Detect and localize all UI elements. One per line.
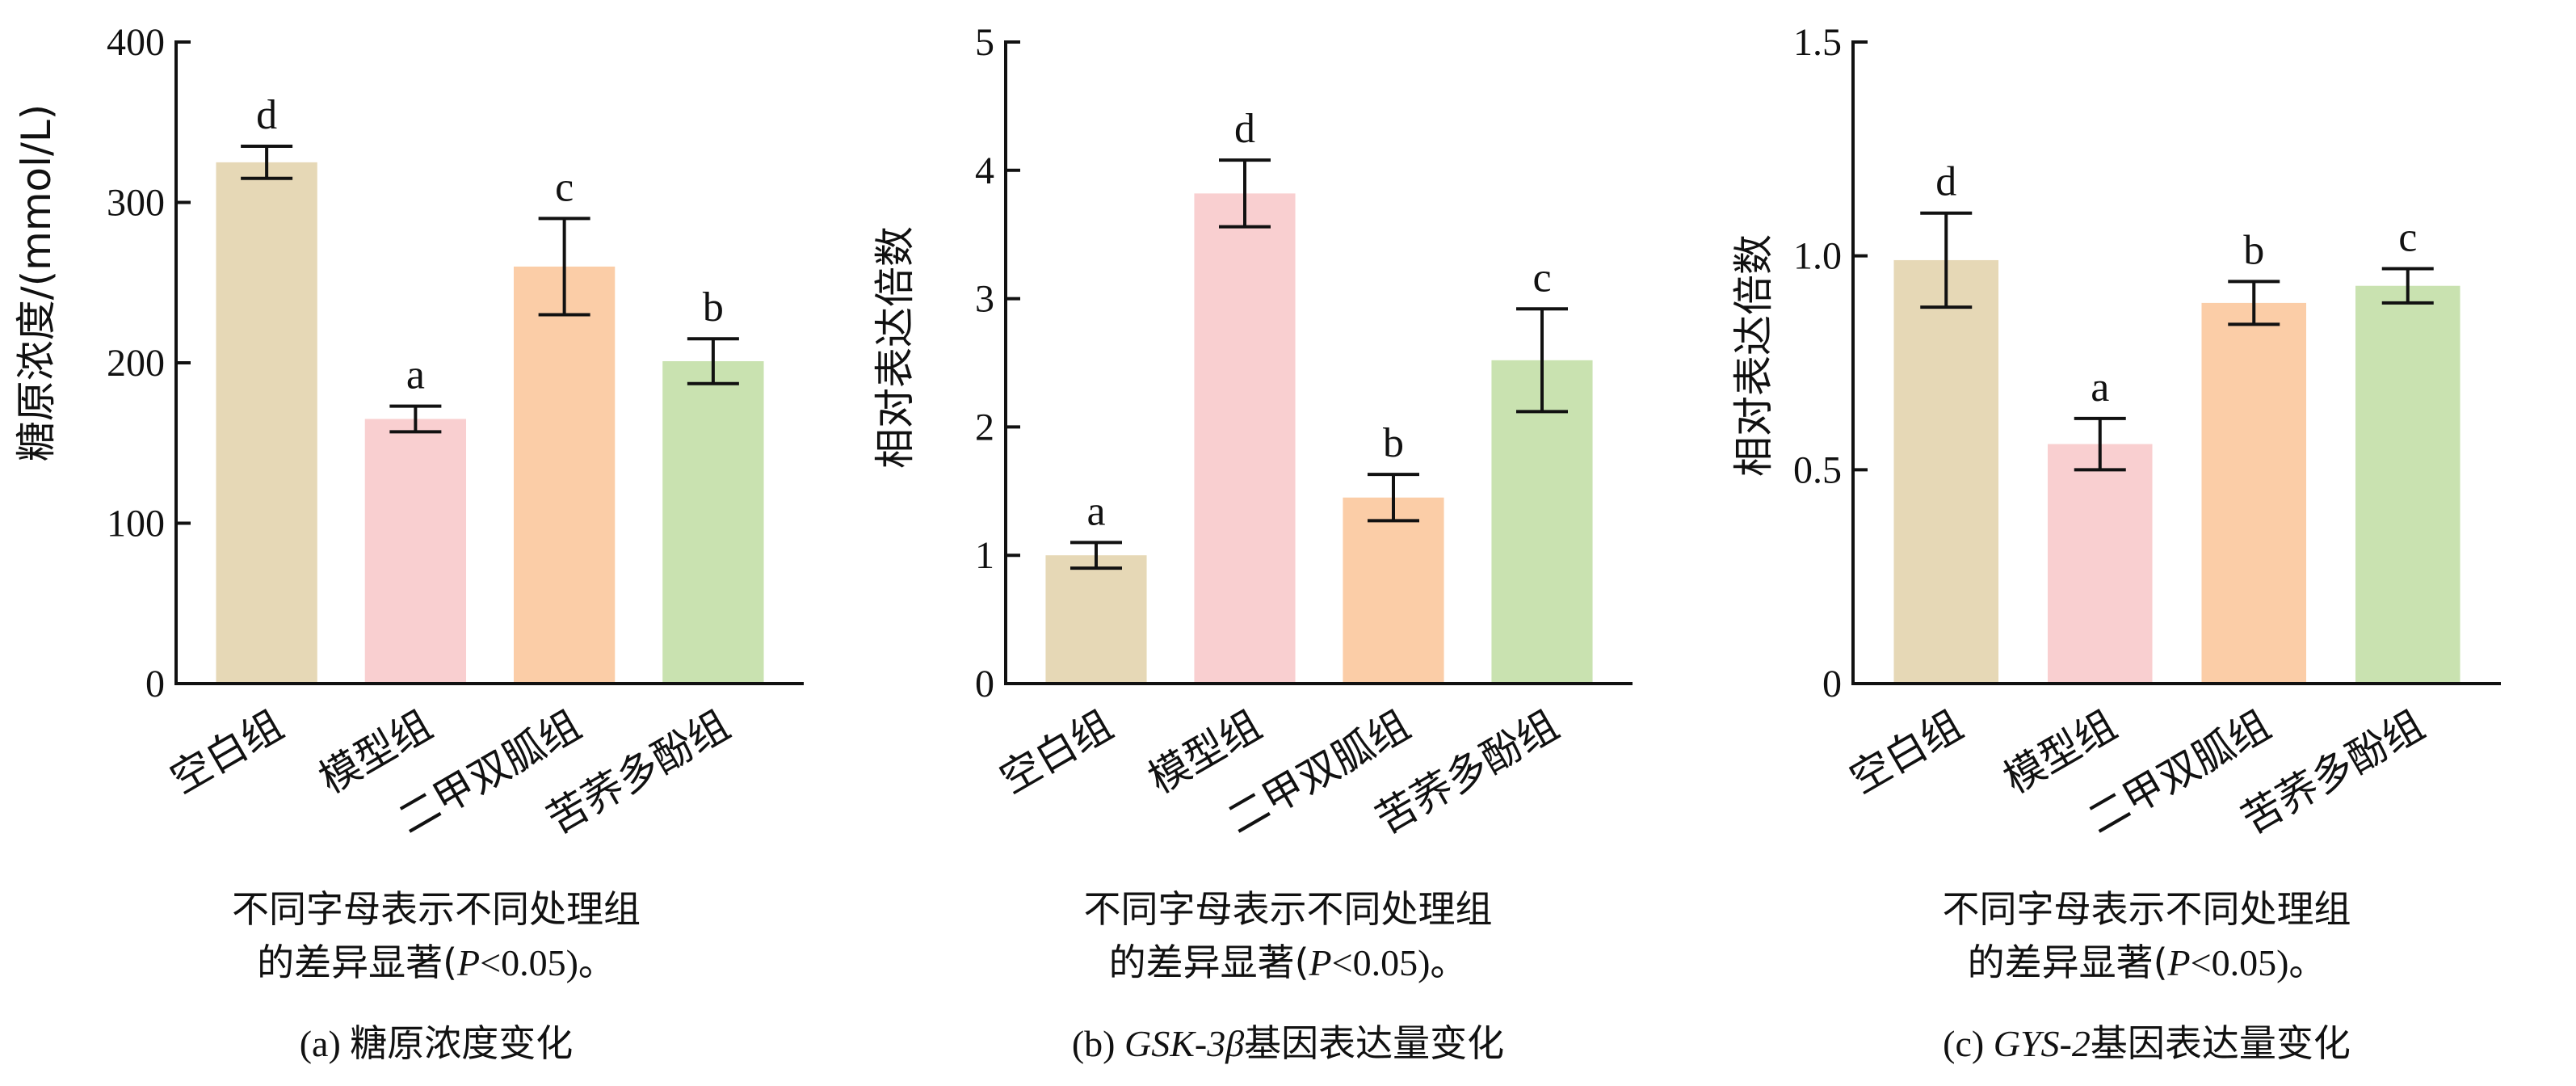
y-tick-label: 4 — [975, 149, 994, 192]
y-axis-label: 相对表达倍数 — [872, 226, 918, 469]
y-tick-label: 1.0 — [1793, 235, 1842, 278]
bar — [1343, 497, 1444, 684]
significance-label: b — [703, 284, 724, 330]
caption-gene: GSK-3β — [1124, 1023, 1245, 1064]
bar — [2355, 285, 2460, 684]
note-line1: 不同字母表示不同处理组 — [1942, 887, 2351, 931]
y-tick-label: 300 — [107, 182, 165, 225]
caption-gene: GYS-2 — [1993, 1023, 2091, 1064]
note-c: 不同字母表示不同处理组 的差异显著(P<0.05)。 — [1717, 882, 2576, 990]
note-text: 的差异显著( — [257, 941, 458, 984]
p-symbol: P — [457, 942, 481, 983]
significance-label: b — [2243, 227, 2264, 273]
note-line1: 不同字母表示不同处理组 — [232, 887, 641, 931]
p-symbol: P — [1309, 942, 1332, 983]
caption-label: (a) — [299, 1023, 351, 1064]
y-tick-label: 200 — [107, 342, 165, 385]
significance-label: c — [2398, 215, 2417, 261]
note-line2: 的差异显著(P<0.05)。 — [32, 936, 840, 990]
caption-c: (c) GYS-2基因表达量变化 — [1717, 1014, 2576, 1067]
note-text: 的差异显著( — [1108, 941, 1309, 984]
y-tick-label: 0.5 — [1793, 448, 1842, 491]
significance-label: d — [1935, 159, 1956, 205]
y-tick-label: 3 — [975, 278, 994, 321]
y-tick-label: 1 — [975, 534, 994, 577]
caption-text: 基因表达量变化 — [1244, 1021, 1505, 1065]
chart-a: d空白组a模型组c二甲双胍组b苦荞多酚组0100200300400糖原浓度/(m… — [13, 21, 804, 843]
bar — [364, 419, 467, 684]
caption-text: 糖原浓度变化 — [350, 1021, 574, 1065]
bar — [513, 266, 616, 684]
bar — [1491, 360, 1593, 684]
note-line1: 不同字母表示不同处理组 — [1083, 887, 1493, 931]
note-threshold: <0.05)。 — [1331, 942, 1468, 983]
note-line2: 的差异显著(P<0.05)。 — [859, 936, 1717, 990]
y-tick-label: 0 — [975, 663, 994, 705]
category-label: 空白组 — [992, 701, 1120, 802]
y-tick-label: 5 — [975, 21, 994, 64]
bar — [1893, 259, 1999, 684]
y-tick-label: 100 — [107, 503, 165, 545]
category-label: 空白组 — [162, 701, 291, 802]
y-tick-label: 0 — [1822, 663, 1842, 705]
note-text: 的差异显著( — [1967, 941, 2168, 984]
bar — [2201, 302, 2307, 684]
panel-c: d 空白组 a 模型组 b 二甲双胍组 c 苦荞多酚组 0 0.5 1.0 1.5 相对表达倍数 不同字… — [1717, 0, 2576, 1086]
note-line2: 的差异显著(P<0.05)。 — [1717, 936, 2576, 990]
y-tick-label: 1.5 — [1793, 21, 1842, 64]
p-symbol: P — [2167, 942, 2191, 983]
significance-label: d — [1234, 106, 1255, 152]
category-label: 空白组 — [1842, 701, 1970, 802]
significance-label: a — [406, 352, 425, 398]
note-b: 不同字母表示不同处理组 的差异显著(P<0.05)。 — [859, 882, 1717, 990]
y-axis-label: 糖原浓度/(mmol/L) — [13, 104, 60, 461]
significance-label: d — [256, 92, 277, 138]
bar — [2047, 444, 2153, 684]
y-tick-label: 400 — [107, 21, 165, 64]
bar — [662, 361, 764, 684]
y-axis-label: 相对表达倍数 — [1730, 234, 1777, 477]
bar — [1194, 193, 1296, 684]
significance-label: a — [1086, 488, 1105, 534]
caption-text: 基因表达量变化 — [2090, 1021, 2351, 1065]
significance-label: b — [1383, 420, 1404, 466]
note-threshold: <0.05)。 — [480, 942, 616, 983]
note-a: 不同字母表示不同处理组 的差异显著(P<0.05)。 — [32, 882, 840, 990]
caption-b: (b) GSK-3β基因表达量变化 — [859, 1014, 1717, 1067]
caption-label: (c) — [1943, 1023, 1994, 1064]
panel-b: a 空白组 d 模型组 b 二甲双胍组 c 苦荞多酚组 0 1 2 3 4 5 相对表达倍数 不同字母表示不… — [859, 0, 1717, 1086]
note-threshold: <0.05)。 — [2190, 942, 2326, 983]
y-tick-label: 0 — [145, 663, 165, 705]
caption-label: (b) — [1071, 1023, 1124, 1064]
y-tick-label: 2 — [975, 406, 994, 448]
panel-a: d 空白组 a 模型组 c 二甲双胍组 b 苦荞多酚组 0 100 200 300 400 糖原浓度/(m… — [0, 0, 859, 1086]
caption-a: (a) 糖原浓度变化 — [32, 1014, 840, 1067]
bar — [1045, 555, 1147, 684]
significance-label: c — [555, 164, 574, 210]
significance-label: c — [1532, 255, 1551, 301]
significance-label: a — [2091, 364, 2109, 410]
bar — [216, 162, 317, 684]
